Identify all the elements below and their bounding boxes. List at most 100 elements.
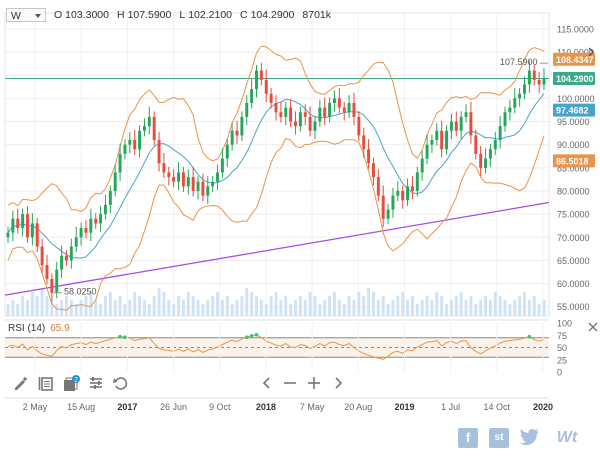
price-labels: 108.4347 104.2900 97.4682 86.5018 107.5900 58… <box>54 52 595 297</box>
y-tick-label: 70.0000 <box>557 233 590 243</box>
volume-bar <box>133 292 137 316</box>
volume-bar <box>357 292 361 316</box>
candle-body <box>65 255 68 261</box>
candle-body <box>99 214 103 224</box>
volume-bar <box>415 304 419 316</box>
volume-bar <box>347 296 351 316</box>
wallmine-icon[interactable]: Wt <box>556 429 578 446</box>
facebook-icon[interactable]: f <box>458 428 478 448</box>
volume-bar <box>11 300 15 316</box>
candle-body <box>157 140 161 164</box>
scroll-left-icon[interactable] <box>259 375 275 391</box>
expand-right-icon[interactable] <box>583 45 599 61</box>
settings-icon[interactable] <box>88 375 104 391</box>
candle-body <box>425 144 429 159</box>
candle-body <box>537 79 541 85</box>
x-tick-label: 20 Aug <box>344 402 372 412</box>
candle-body <box>454 121 458 131</box>
volume-bar <box>381 296 385 316</box>
volume-bar <box>191 296 195 316</box>
candle-body <box>493 140 497 150</box>
volume-bar <box>113 300 117 316</box>
price-label-tag <box>553 71 595 85</box>
volume-bar <box>211 296 215 316</box>
volume-bar <box>142 300 146 316</box>
rsi-overbought-mark <box>123 335 127 340</box>
stocktwits-icon[interactable]: st <box>489 428 509 448</box>
volume-bar <box>123 304 127 316</box>
candle-body <box>235 130 239 136</box>
volume-bar <box>376 300 380 316</box>
twitter-icon[interactable] <box>520 428 540 448</box>
candle-body <box>542 78 546 85</box>
volume-bar <box>255 296 258 316</box>
volume-bar <box>196 300 200 316</box>
candle-body <box>474 135 478 154</box>
volume-bar <box>186 292 190 316</box>
candle-body <box>391 195 395 210</box>
volume-bar <box>230 304 234 316</box>
volume-bar <box>108 292 112 316</box>
candle-body <box>50 278 54 293</box>
price-grid: 55.0000 60.0000 65.0000 70.0000 75.0000 80.00… <box>4 12 595 317</box>
candle-body <box>133 140 137 150</box>
volume-bar <box>235 300 239 316</box>
rsi-tick-label: 100 <box>557 319 572 329</box>
x-tick-label: 15 Aug <box>67 402 95 412</box>
candle-body <box>274 102 278 113</box>
high-label: H <box>116 9 125 21</box>
y-tick-label: 100.0000 <box>557 94 595 104</box>
candle-body <box>371 163 375 178</box>
volume-bar <box>152 296 156 316</box>
volume-bar <box>177 296 181 316</box>
x-tick-label: 2018 <box>256 402 276 412</box>
volume-bar <box>503 300 507 316</box>
y-tick-label: 90.0000 <box>557 140 590 150</box>
volume-bar <box>94 300 98 316</box>
notes-icon[interactable] <box>38 375 54 391</box>
candle-body <box>386 209 390 219</box>
volume-bar <box>542 300 546 316</box>
indicators-icon[interactable]: 2 <box>63 375 80 391</box>
pencil-icon[interactable] <box>12 375 28 391</box>
x-tick-label: 2020 <box>533 402 553 412</box>
volume-bar <box>89 292 93 316</box>
undo-icon[interactable] <box>112 375 128 391</box>
zoom-out-icon[interactable] <box>282 375 298 391</box>
price-label-tag <box>553 52 595 66</box>
rsi-title: RSI (14) <box>8 323 46 334</box>
volume-bar <box>118 296 122 316</box>
zoom-in-icon[interactable] <box>306 375 322 391</box>
candle-body <box>445 130 449 150</box>
candle-body <box>303 112 307 117</box>
volume-bar <box>493 292 497 316</box>
x-tick-label: 14 Oct <box>484 402 511 412</box>
candle-body <box>513 98 517 108</box>
volume-bar <box>464 300 468 316</box>
y-tick-label: 95.0000 <box>557 117 590 127</box>
candle-body <box>415 172 419 191</box>
candle-body <box>410 186 414 191</box>
candle-body <box>435 130 439 141</box>
timeframe-select[interactable]: W <box>6 8 46 22</box>
volume-bar <box>337 300 341 316</box>
candle-body <box>318 107 322 122</box>
candle-body <box>108 190 112 205</box>
candle-body <box>459 116 463 131</box>
candle-body <box>396 190 400 196</box>
candle-body <box>118 153 122 173</box>
candle-body <box>84 228 88 233</box>
volume-bar <box>6 304 10 316</box>
rsi-overbought-mark <box>244 335 249 340</box>
candle-body <box>196 181 200 191</box>
candle-body <box>79 228 83 238</box>
volume-bar <box>484 296 487 316</box>
open-value: 103.3000 <box>65 9 109 21</box>
high-annotation: 107.5900 <box>500 57 538 67</box>
y-tick-label: 75.0000 <box>557 210 590 220</box>
volume-bar <box>410 296 414 316</box>
collapse-icon[interactable] <box>585 320 600 336</box>
scroll-right-icon[interactable] <box>330 375 346 391</box>
volume-bar <box>420 300 424 316</box>
